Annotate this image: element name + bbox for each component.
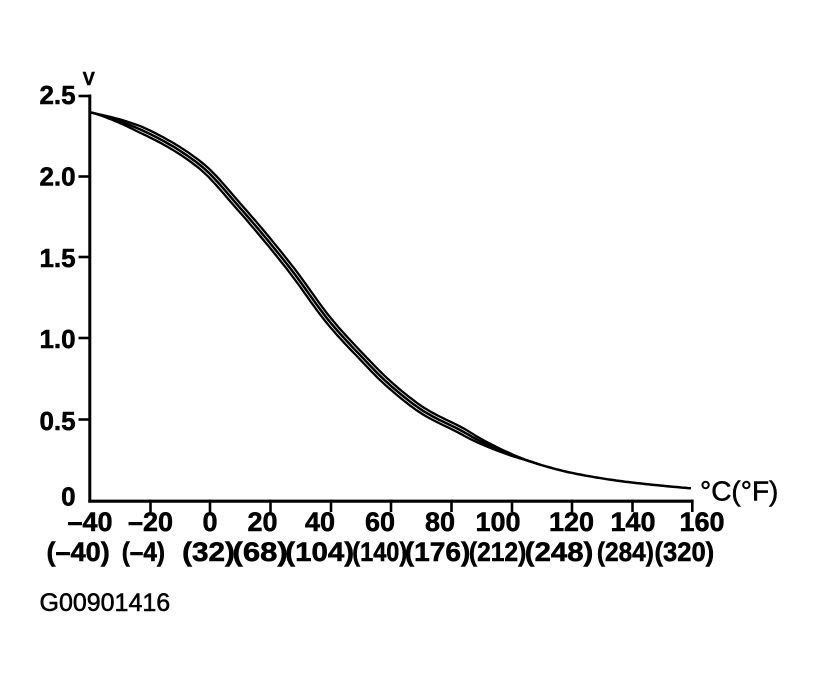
svg-text:(32): (32) [182, 537, 235, 567]
svg-text:0: 0 [61, 482, 75, 512]
svg-text:–40: –40 [67, 507, 112, 537]
svg-text:0.5: 0.5 [39, 406, 75, 436]
svg-text:20: 20 [247, 507, 277, 537]
svg-text:(–40): (–40) [47, 537, 110, 567]
svg-text:2.5: 2.5 [39, 80, 75, 110]
svg-text:G00901416: G00901416 [40, 589, 171, 617]
svg-text:80: 80 [425, 507, 455, 537]
svg-text:(140): (140) [352, 537, 407, 567]
svg-text:120: 120 [549, 507, 594, 537]
svg-text:(212): (212) [469, 537, 526, 567]
svg-text:(176): (176) [405, 537, 471, 567]
svg-text:1.0: 1.0 [39, 324, 75, 354]
svg-text:(284): (284) [597, 537, 654, 567]
svg-text:(–4): (–4) [122, 537, 165, 567]
svg-text:(104): (104) [285, 537, 354, 567]
svg-text:160: 160 [679, 507, 724, 537]
svg-text:(320): (320) [655, 537, 715, 567]
svg-text:–20: –20 [128, 507, 173, 537]
svg-text:40: 40 [305, 507, 335, 537]
svg-text:(68): (68) [233, 537, 288, 567]
svg-text:100: 100 [475, 507, 520, 537]
svg-text:60: 60 [365, 507, 395, 537]
svg-text:°C(°F): °C(°F) [700, 476, 778, 507]
svg-text:0: 0 [202, 507, 217, 537]
svg-text:(248): (248) [525, 537, 594, 567]
svg-text:V: V [83, 69, 95, 89]
svg-text:1.5: 1.5 [39, 243, 75, 273]
svg-text:2.0: 2.0 [39, 162, 75, 192]
svg-text:140: 140 [610, 507, 655, 537]
